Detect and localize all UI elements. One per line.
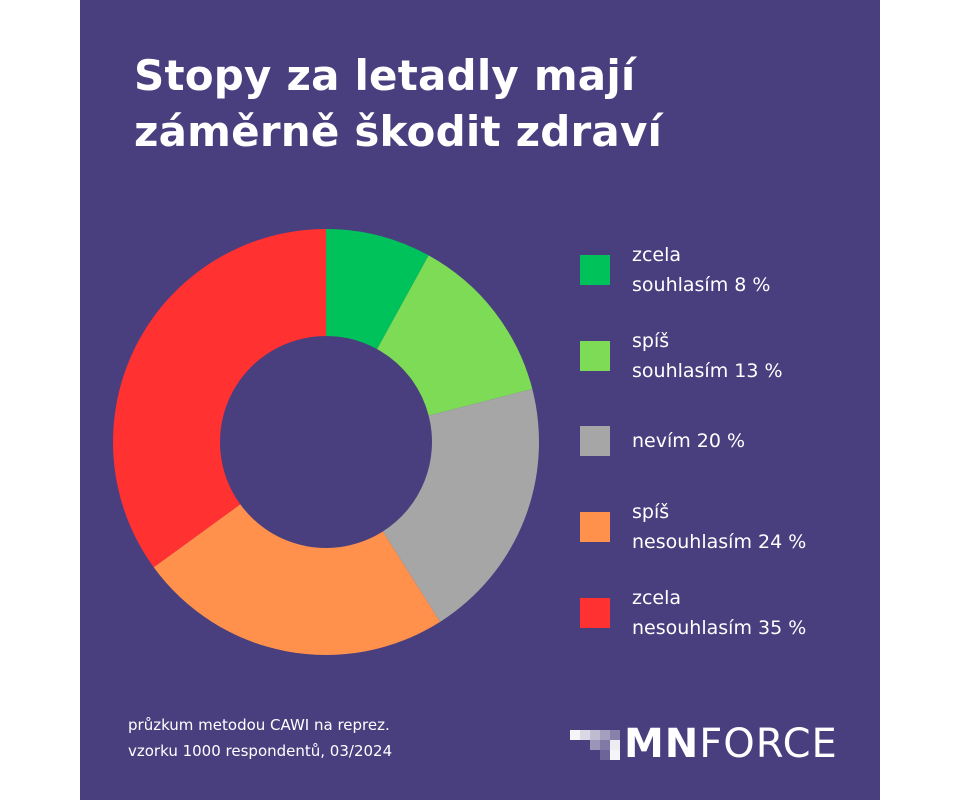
- legend-item-zcela-nesouhlasim: zcela nesouhlasím 35 %: [580, 583, 870, 643]
- legend-item-zcela-souhlasim: zcela souhlasím 8 %: [580, 240, 870, 300]
- chart-title: Stopy za letadly mají záměrně škodit zdr…: [134, 48, 834, 160]
- legend-swatch: [580, 426, 610, 456]
- legend-item-spis-nesouhlasim: spíš nesouhlasím 24 %: [580, 497, 870, 557]
- logo-text: MNFORCE: [624, 722, 838, 766]
- legend-swatch: [580, 255, 610, 285]
- chart-title-line: Stopy za letadly mají: [134, 51, 636, 100]
- legend-item-nevim: nevím 20 %: [580, 411, 870, 471]
- donut-chart: [113, 229, 539, 655]
- logo-mark-icon: [570, 722, 622, 766]
- legend-swatch: [580, 598, 610, 628]
- donut-slice: [113, 229, 326, 568]
- chart-title-line: záměrně škodit zdraví: [134, 107, 663, 156]
- survey-footnote: průzkum metodou CAWI na reprez. vzorku 1…: [128, 716, 393, 760]
- legend-label: spíš souhlasím 13 %: [632, 330, 783, 382]
- legend-label: zcela nesouhlasím 35 %: [632, 587, 807, 639]
- donut-slice: [382, 389, 539, 622]
- legend-label: nevím 20 %: [632, 430, 746, 452]
- donut-slice: [326, 229, 429, 350]
- legend-label: zcela souhlasím 8 %: [632, 244, 771, 296]
- legend-item-spis-souhlasim: spíš souhlasím 13 %: [580, 326, 870, 386]
- mnforce-logo: MNFORCE: [570, 722, 838, 766]
- infographic-card: Stopy za letadly mají záměrně škodit zdr…: [80, 0, 880, 800]
- legend-swatch: [580, 512, 610, 542]
- donut-slice: [377, 255, 533, 416]
- donut-slice: [153, 504, 441, 655]
- logo-text-light: FORCE: [699, 721, 838, 767]
- legend-swatch: [580, 341, 610, 371]
- logo-text-bold: MN: [624, 721, 700, 767]
- legend-label: spíš nesouhlasím 24 %: [632, 501, 807, 553]
